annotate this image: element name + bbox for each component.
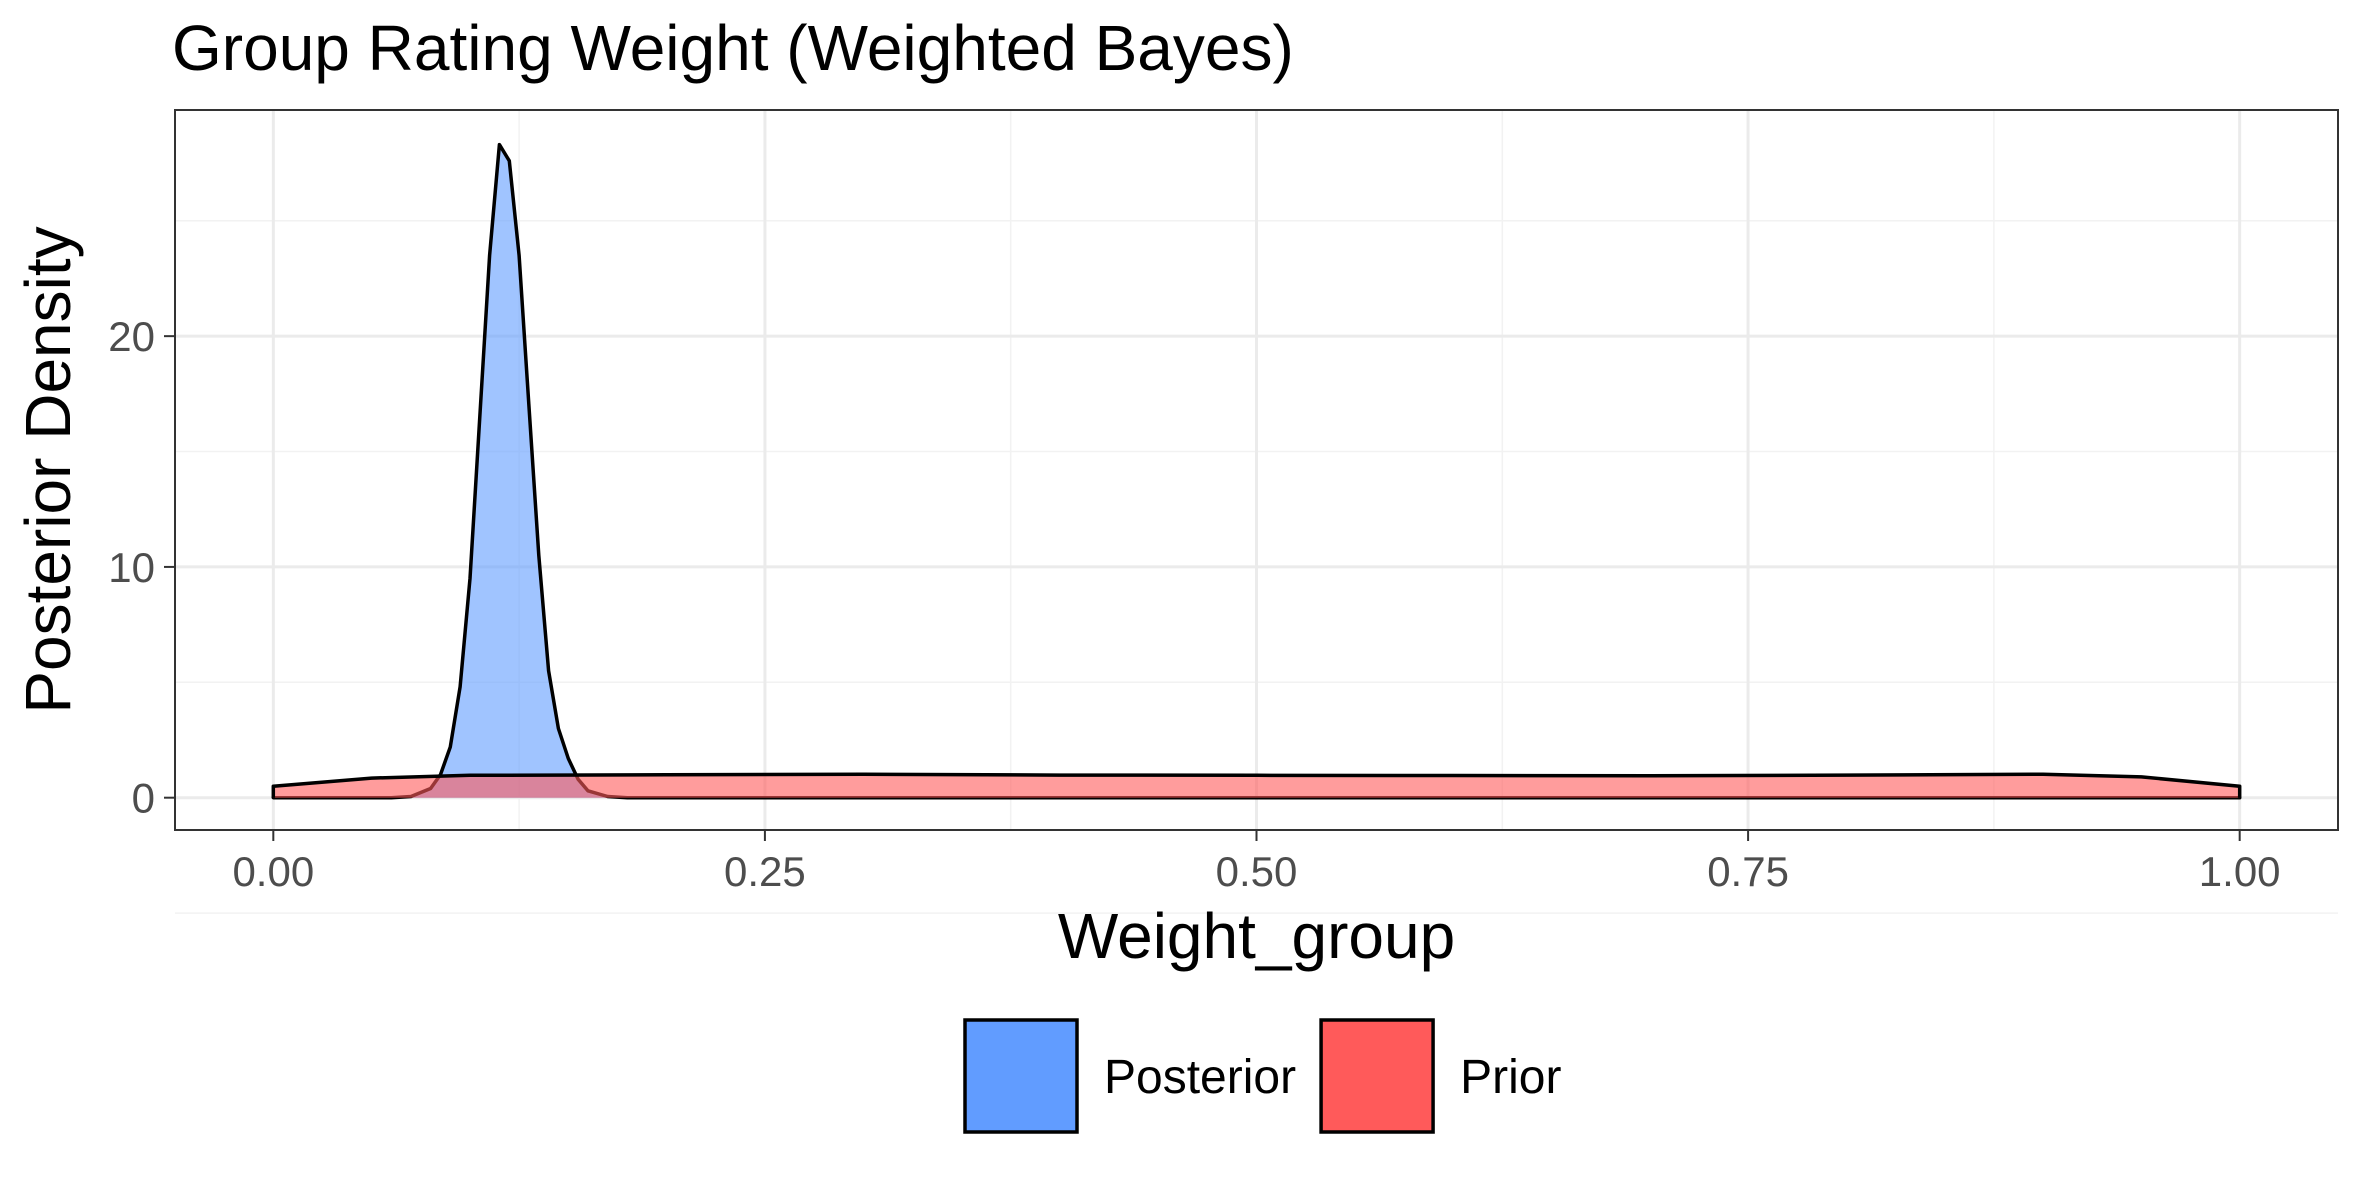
legend-label-posterior: Posterior [1104,1051,1296,1104]
legend-key-posterior [963,1018,1079,1134]
x-axis-title: Weight_group [1058,900,1455,972]
y-tick-label: 20 [108,313,155,360]
y-axis-title: Posterior Density [12,226,84,713]
axes: 0.00 0.25 0.50 0.75 1.00 0 10 20 [108,313,2280,895]
chart-title: Group Rating Weight (Weighted Bayes) [172,12,1294,84]
outline-prior [271,772,2242,798]
x-tick-label: 0.50 [1216,848,1298,895]
x-tick-label: 0.25 [724,848,806,895]
legend: Posterior Prior [963,1018,1561,1134]
y-tick-label: 10 [108,544,155,591]
x-tick-label: 1.00 [2199,848,2281,895]
legend-key-prior [1319,1018,1435,1134]
x-tick-label: 0.00 [232,848,314,895]
y-tick-label: 0 [132,775,155,822]
legend-label-prior: Prior [1460,1051,1561,1104]
area-prior [273,774,2240,798]
area-posterior [273,144,2240,798]
x-tick-label: 0.75 [1707,848,1789,895]
density-areas [271,142,2242,800]
